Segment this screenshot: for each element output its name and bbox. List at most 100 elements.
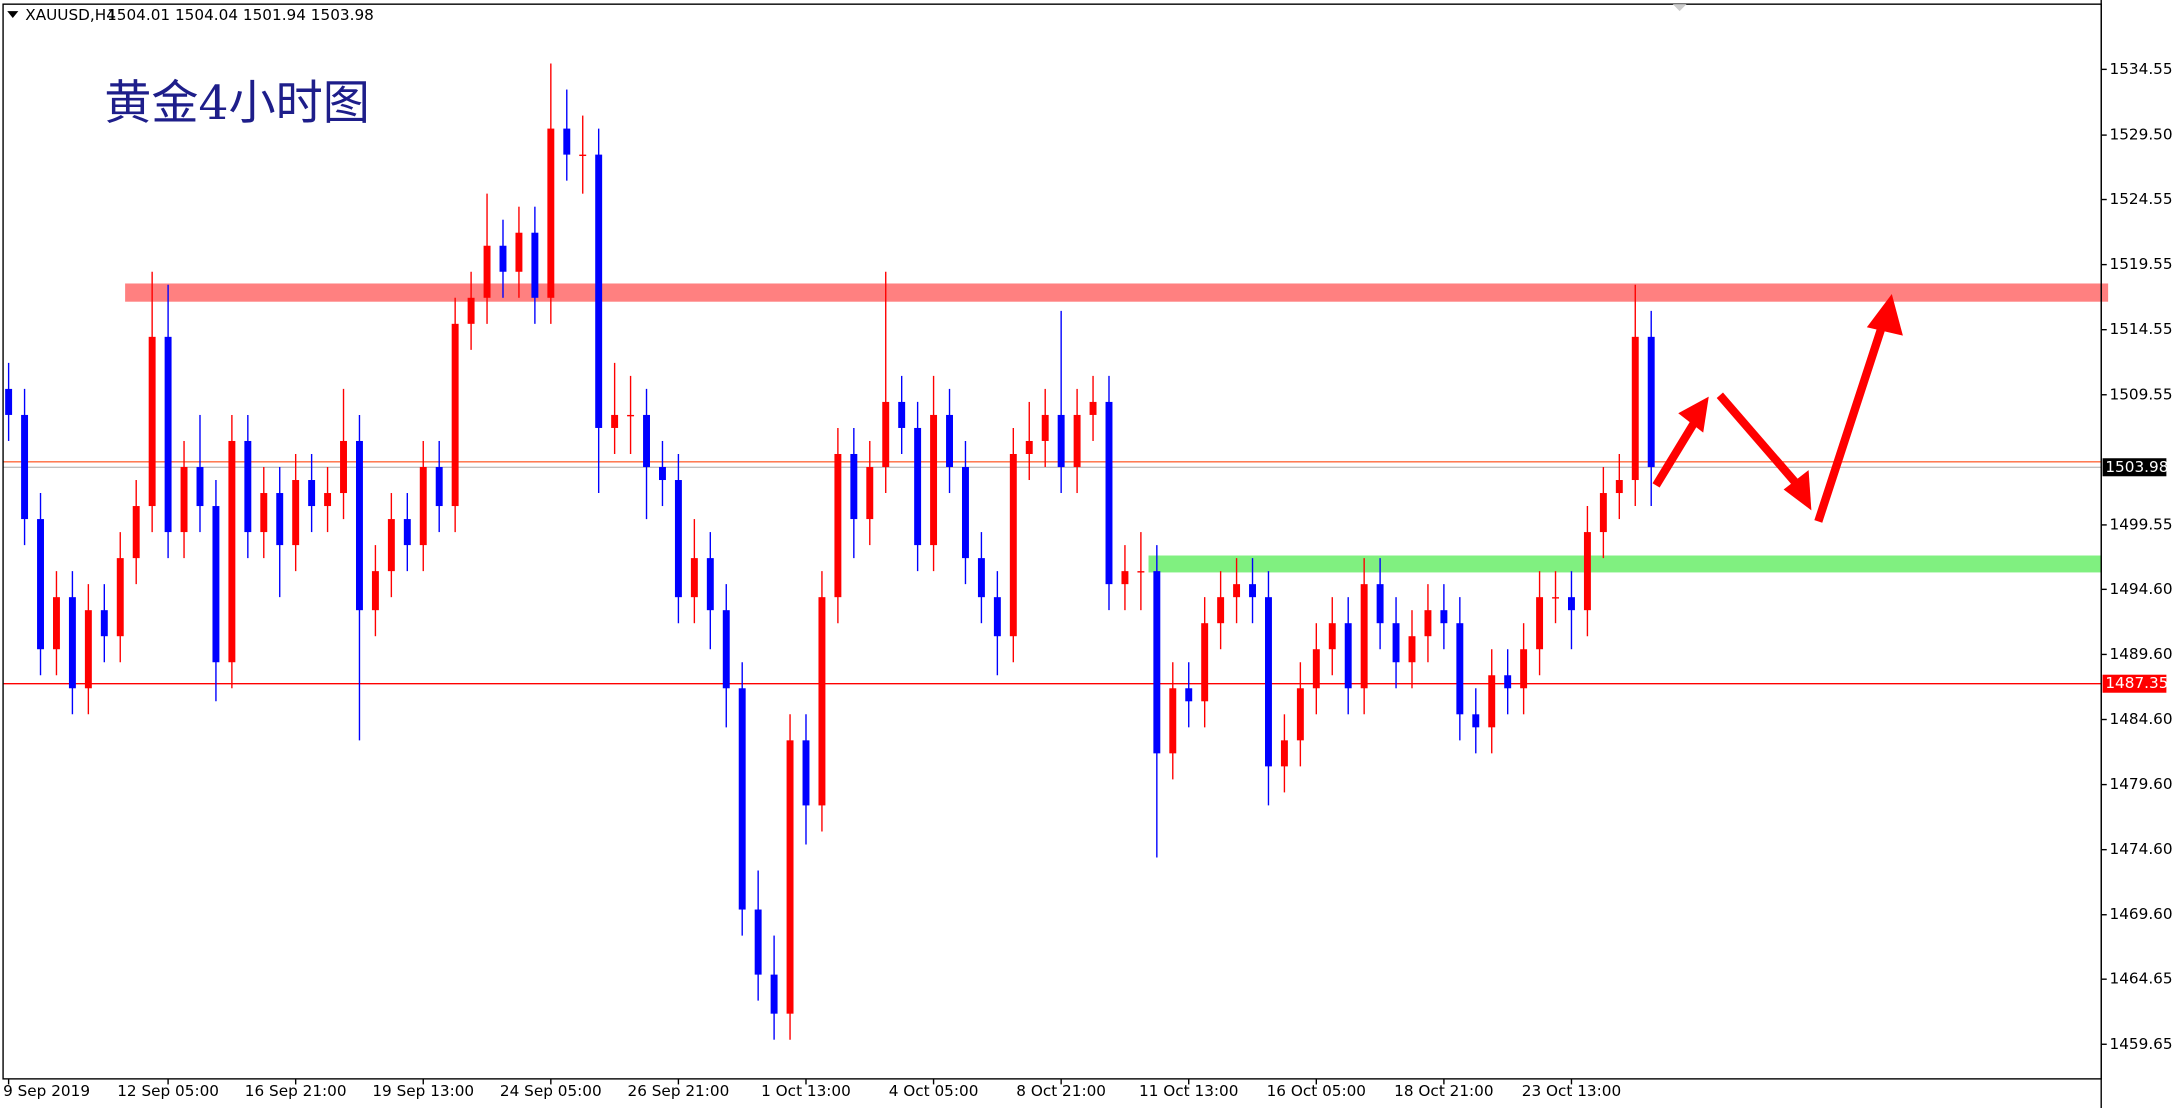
- candle-body: [1376, 584, 1384, 624]
- candle-body: [993, 597, 1001, 637]
- y-tick-label: 1494.60: [2110, 580, 2173, 598]
- candle-body: [1647, 336, 1655, 468]
- candle-body: [1169, 688, 1177, 754]
- x-tick-label: 11 Oct 13:00: [1139, 1082, 1238, 1100]
- candle-body: [68, 597, 76, 689]
- candle-body: [1185, 688, 1193, 702]
- candle-body: [1025, 440, 1033, 454]
- candle-body: [898, 401, 906, 428]
- y-tick-label: 1484.60: [2110, 710, 2173, 728]
- candle-body: [403, 519, 411, 546]
- candle-body: [467, 297, 475, 324]
- x-tick-label: 16 Sep 21:00: [245, 1082, 347, 1100]
- candle-body: [706, 558, 714, 611]
- candle-body: [196, 467, 204, 507]
- chart-title: 黄金4小时图: [104, 76, 370, 131]
- y-tick-label: 1524.55: [2110, 190, 2173, 208]
- candle-body: [1440, 610, 1448, 624]
- candle-body: [579, 154, 587, 157]
- candle-body: [1089, 401, 1097, 415]
- candle-body: [1488, 675, 1496, 728]
- arrow-head: [1866, 293, 1903, 336]
- candle-body: [834, 453, 842, 598]
- candle-body: [722, 610, 730, 689]
- candle-body: [818, 597, 826, 806]
- menu-triangle: [7, 11, 19, 19]
- candle-body: [37, 519, 44, 650]
- candle-body: [451, 323, 459, 507]
- candle-body: [977, 558, 985, 598]
- candle-body: [260, 493, 268, 533]
- x-tick-label: 8 Oct 21:00: [1016, 1082, 1106, 1100]
- candle-body: [419, 467, 427, 546]
- candle-body: [148, 336, 156, 507]
- x-tick-label: 12 Sep 05:00: [117, 1082, 219, 1100]
- x-tick-label: 18 Oct 21:00: [1394, 1082, 1493, 1100]
- candle-body: [643, 414, 650, 468]
- candle-body: [355, 440, 363, 611]
- candle-body: [1121, 571, 1129, 585]
- price-label: 1503.98: [2105, 458, 2168, 476]
- candle-body: [658, 467, 666, 481]
- y-tick-label: 1489.60: [2110, 645, 2173, 663]
- candle-body: [21, 414, 29, 520]
- y-tick-label: 1509.55: [2110, 385, 2173, 403]
- candle-body: [324, 493, 332, 507]
- candle-body: [276, 493, 284, 546]
- candle-body: [674, 480, 682, 598]
- candle-body: [116, 558, 124, 637]
- y-tick-label: 1459.65: [2110, 1035, 2173, 1053]
- candle-body: [690, 558, 698, 598]
- candle-body: [5, 388, 13, 415]
- candle-body: [1217, 597, 1225, 624]
- candle-body: [914, 427, 922, 546]
- candle-body: [563, 128, 571, 155]
- y-tick-label: 1519.55: [2110, 255, 2173, 273]
- candle-body: [1472, 714, 1480, 728]
- candle-body: [180, 467, 188, 533]
- candle-body: [1344, 623, 1352, 689]
- candle-body: [1057, 414, 1065, 468]
- x-tick-label: 19 Sep 13:00: [372, 1082, 474, 1100]
- candle-body: [627, 414, 635, 417]
- candle-body: [786, 740, 794, 1014]
- candle-body: [1073, 414, 1081, 468]
- x-tick-label: 23 Oct 13:00: [1522, 1082, 1621, 1100]
- y-tick-label: 1479.60: [2110, 775, 2173, 793]
- arrow-head: [1678, 396, 1709, 433]
- x-tick-label: 4 Oct 05:00: [889, 1082, 979, 1100]
- candle-body: [962, 467, 969, 559]
- candle-body: [1392, 623, 1400, 663]
- y-tick-label: 1469.60: [2110, 905, 2173, 923]
- candle-body: [340, 440, 347, 494]
- candle-body: [371, 571, 379, 611]
- candle-body: [308, 480, 316, 507]
- drawn-arrows: [1652, 293, 1903, 523]
- candle-body: [738, 688, 746, 910]
- candle-body: [1153, 571, 1161, 754]
- candle-body: [946, 414, 953, 468]
- candle-body: [1408, 636, 1416, 663]
- zone: [125, 283, 2109, 302]
- candle-body: [244, 440, 252, 533]
- y-tick-label: 1474.60: [2110, 840, 2173, 858]
- candle-body: [1504, 675, 1512, 689]
- candle-body: [1360, 584, 1368, 689]
- candle-body: [435, 467, 443, 507]
- candle-body: [52, 597, 60, 650]
- arrow: [1652, 419, 1699, 488]
- candle-body: [1280, 740, 1288, 767]
- y-tick-label: 1499.55: [2110, 515, 2173, 533]
- candle-body: [1456, 623, 1464, 715]
- zone: [1148, 555, 2102, 573]
- candle-body: [132, 506, 140, 559]
- candle-body: [611, 414, 619, 428]
- y-tick-label: 1514.55: [2110, 320, 2173, 338]
- candle-body: [1233, 584, 1241, 598]
- candle-body: [1249, 584, 1256, 598]
- price-label: 1487.35: [2105, 674, 2168, 692]
- y-tick-label: 1464.65: [2110, 970, 2173, 988]
- candle-body: [1312, 649, 1320, 689]
